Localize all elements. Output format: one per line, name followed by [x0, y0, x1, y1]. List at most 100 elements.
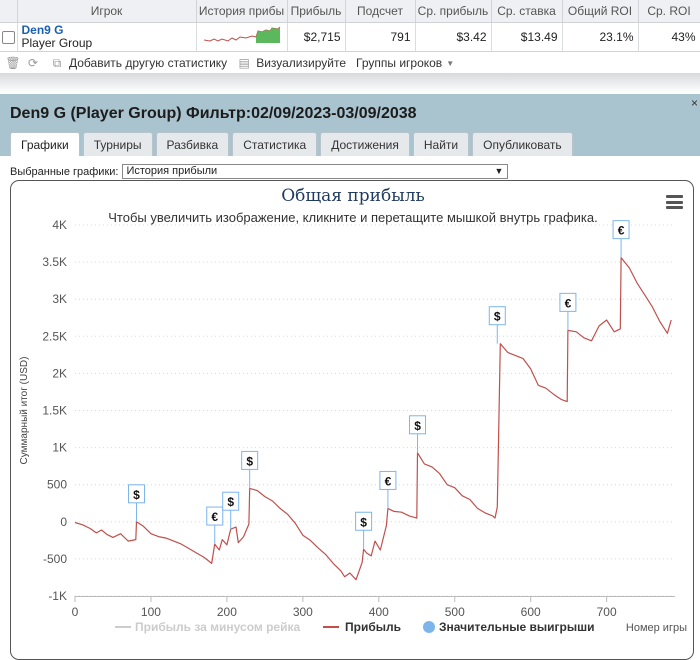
header-avg-profit[interactable]: Ср. прибыль: [415, 0, 492, 23]
chevron-down-icon: ▼: [446, 58, 455, 68]
player-groups-dropdown[interactable]: Группы игроков ▼: [356, 56, 454, 70]
y-tick-label: 1.5K: [42, 404, 67, 418]
chart-container[interactable]: -1K -500 0 500 1K 1.5K 2K 2.5K 3K 3.5K 4K 0 100 200 30…: [10, 180, 694, 660]
big-win-flag: [355, 511, 373, 531]
x-tick-label: 600: [521, 605, 541, 619]
big-win-flag: [559, 292, 577, 312]
table-header-row: Игрок История прибы Прибыль Подсчет Ср. …: [0, 0, 700, 23]
big-win-currency: $: [414, 419, 421, 433]
divider-shadow: [0, 73, 700, 94]
x-tick-label: 300: [293, 605, 313, 619]
y-tick-label: 2K: [52, 366, 67, 380]
big-win-flag: [222, 491, 240, 511]
visualize-button[interactable]: ▤ Визуализируйте: [237, 56, 346, 70]
legend-profit-label: Прибыль: [345, 620, 401, 634]
player-group: Player Group: [21, 35, 93, 50]
tab-find[interactable]: Найти: [412, 132, 470, 156]
header-avg-stake[interactable]: Ср. ставка: [491, 0, 563, 23]
x-tick-label: 0: [72, 605, 79, 619]
add-column-icon: ⧉: [52, 55, 62, 70]
tab-statistics[interactable]: Статистика: [232, 132, 318, 156]
series-line-profit: [74, 256, 672, 581]
chevron-down-icon: ▼: [494, 166, 504, 176]
player-name-link[interactable]: Den9 G: [21, 22, 64, 37]
y-tick-label: 3K: [52, 292, 67, 306]
tab-graphs[interactable]: Графики: [10, 132, 80, 157]
add-stats-button[interactable]: ⧉ Добавить другую статистику: [50, 55, 227, 71]
chart-menu-icon[interactable]: [666, 195, 683, 209]
chart-subtitle: Чтобы увеличить изображение, кликните и …: [108, 210, 598, 225]
panel-body: Выбранные графики: История прибыли ▼ -1K…: [0, 156, 700, 660]
x-tick-label: 500: [445, 605, 465, 619]
avg-roi-cell: 43%: [638, 22, 700, 52]
big-win-currency: €: [211, 510, 218, 524]
legend-rake-label: Прибыль за минусом рейка: [135, 620, 300, 634]
big-win-currency: $: [133, 488, 140, 502]
header-select: [0, 0, 18, 23]
profit-sparkline: [203, 26, 280, 43]
header-count[interactable]: Подсчет: [345, 0, 416, 23]
count-cell: 791: [345, 22, 416, 52]
y-tick-label: 2.5K: [42, 329, 67, 343]
big-win-currency: €: [385, 474, 392, 488]
header-total-roi[interactable]: Общий ROI: [562, 0, 639, 23]
avg-profit-cell: $3.42: [415, 22, 492, 52]
legend-big-wins-swatch: [423, 621, 435, 633]
close-icon[interactable]: ×: [690, 96, 698, 110]
big-win-currency: $: [227, 495, 234, 509]
profit-cell: $2,715: [287, 22, 346, 52]
y-tick-label: -500: [43, 552, 67, 566]
trash-icon[interactable]: 🗑: [5, 56, 21, 70]
big-win-flag: [409, 415, 427, 435]
big-win-flag: [488, 306, 506, 326]
y-tick-label: -1K: [48, 589, 67, 603]
avg-stake-cell: $13.49: [491, 22, 563, 52]
y-tick-label: 4K: [52, 218, 67, 232]
graph-select-value: История прибыли: [126, 165, 218, 177]
tab-achievements[interactable]: Достижения: [320, 132, 410, 156]
x-tick-label: 200: [217, 605, 237, 619]
row-select-cell[interactable]: [0, 22, 18, 52]
total-roi-cell: 23.1%: [562, 22, 639, 52]
profit-chart[interactable]: -1K -500 0 500 1K 1.5K 2K 2.5K 3K 3.5K 4K 0 100 200 30…: [11, 181, 694, 660]
header-player[interactable]: Игрок: [17, 0, 197, 23]
tab-tournaments[interactable]: Турниры: [82, 132, 153, 156]
big-win-flag: [241, 450, 259, 470]
refresh-icon[interactable]: ⟳: [27, 56, 39, 70]
big-win-flag: [206, 506, 224, 526]
profit-history-cell: [196, 22, 288, 52]
y-axis-label: Суммарный итог (USD): [19, 357, 30, 465]
y-tick-label: 3.5K: [42, 255, 67, 269]
big-win-currency: €: [565, 296, 572, 310]
tab-publish[interactable]: Опубликовать: [472, 132, 573, 156]
player-cell[interactable]: Den9 G Player Group: [17, 22, 197, 52]
table-row[interactable]: Den9 G Player Group $2,715 791 $3.42 $13…: [0, 22, 700, 52]
player-groups-label: Группы игроков: [356, 56, 443, 70]
graph-select-dropdown[interactable]: История прибыли ▼: [122, 164, 509, 179]
x-axis-label: Номер игры: [626, 622, 687, 634]
header-profit[interactable]: Прибыль: [287, 0, 346, 23]
x-tick-label: 100: [141, 605, 161, 619]
big-win-flag: [128, 484, 146, 504]
x-tick-label: 700: [597, 605, 617, 619]
graph-select-row: Выбранные графики: История прибыли ▼: [10, 164, 509, 179]
big-win-currency: $: [246, 454, 253, 468]
row-checkbox[interactable]: [1, 30, 15, 44]
header-profit-history[interactable]: История прибы: [196, 0, 288, 23]
x-tick-label: 400: [369, 605, 389, 619]
stats-table: Игрок История прибы Прибыль Подсчет Ср. …: [0, 0, 700, 52]
chart-icon: ▤: [238, 56, 250, 70]
header-avg-roi[interactable]: Ср. ROI: [638, 0, 700, 23]
big-win-currency: $: [494, 310, 501, 324]
big-win-flag: [612, 220, 630, 240]
y-tick-label: 500: [47, 478, 67, 492]
player-panel: Den9 G (Player Group) Фильтр:02/09/2023-…: [0, 94, 700, 660]
legend-big-wins-label: Значительные выигрыши: [439, 620, 595, 634]
tab-breakdown[interactable]: Разбивка: [155, 132, 230, 156]
chart-title: Общая прибыль: [281, 186, 425, 206]
visualize-label: Визуализируйте: [256, 56, 346, 70]
stats-toolbar: 🗑 ⟳ ⧉ Добавить другую статистику ▤ Визуа…: [0, 53, 700, 73]
big-win-currency: $: [360, 515, 367, 529]
y-tick-label: 0: [60, 515, 67, 529]
big-win-flag: [379, 470, 397, 490]
